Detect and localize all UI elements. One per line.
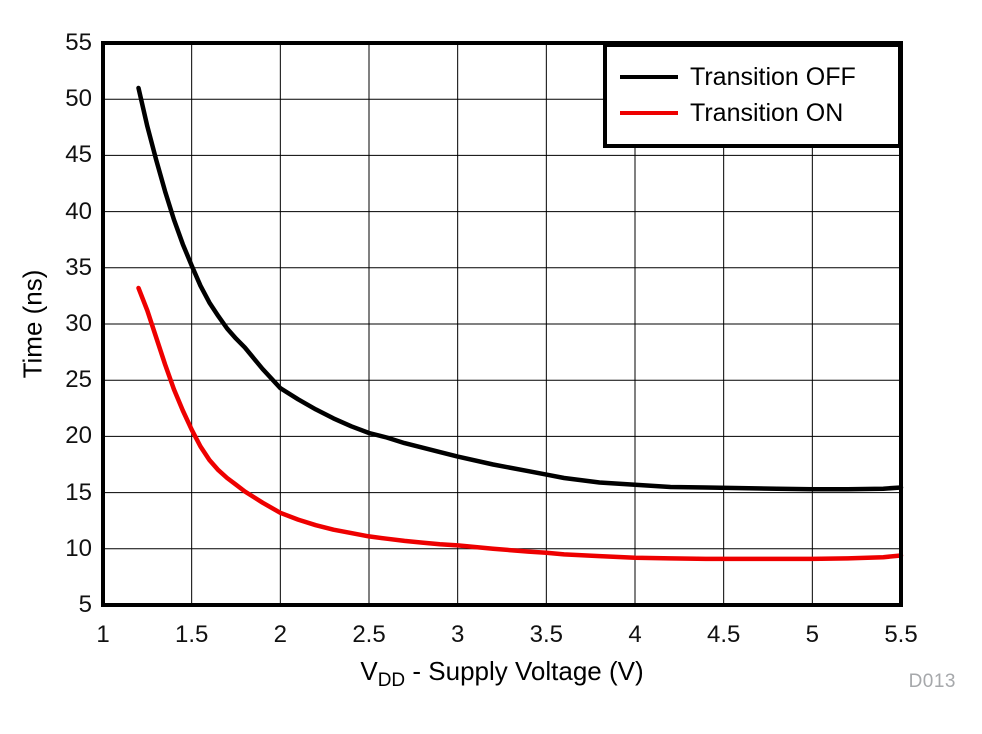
watermark-label: D013 bbox=[908, 671, 956, 692]
y-tick-label: 50 bbox=[65, 85, 92, 113]
legend-line-sample-transition-off bbox=[620, 75, 678, 79]
legend-entry-transition-on: Transition ON bbox=[607, 95, 898, 131]
series-line-transition-off bbox=[136, 85, 904, 492]
legend-entry-transition-off: Transition OFF bbox=[607, 59, 898, 95]
legend: Transition OFF Transition ON bbox=[603, 43, 902, 148]
y-tick-label: 35 bbox=[65, 253, 92, 281]
legend-line-sample-transition-on bbox=[620, 111, 678, 115]
y-tick-label: 5 bbox=[78, 591, 92, 618]
x-tick-label: 1 bbox=[96, 621, 110, 648]
x-tick-label: 2.5 bbox=[352, 621, 386, 648]
x-tick-label: 1.5 bbox=[174, 621, 209, 648]
x-tick-label: 5 bbox=[805, 621, 819, 648]
x-axis-label-main: V bbox=[360, 656, 378, 686]
x-axis-label: VDD - Supply Voltage (V) bbox=[360, 656, 644, 690]
x-tick-label: 3 bbox=[450, 621, 465, 648]
x-tick-label: 4 bbox=[628, 621, 642, 648]
x-axis-label-subscript: DD bbox=[377, 670, 406, 692]
y-tick-label: 20 bbox=[65, 422, 92, 450]
x-tick-label: 5.5 bbox=[884, 621, 918, 648]
y-tick-label: 30 bbox=[65, 310, 92, 337]
y-axis-label: Time (ns) bbox=[17, 269, 48, 379]
series-line-transition-on bbox=[136, 285, 904, 562]
x-tick-label: 2 bbox=[273, 621, 287, 648]
y-tick-label: 15 bbox=[65, 478, 92, 506]
legend-label: Transition OFF bbox=[690, 62, 856, 91]
y-tick-label: 40 bbox=[65, 197, 92, 225]
x-axis-label-rest: - Supply Voltage (V) bbox=[405, 656, 644, 686]
legend-label: Transition ON bbox=[690, 98, 844, 127]
y-tick-label: 25 bbox=[65, 366, 92, 394]
y-tick-label: 55 bbox=[65, 29, 92, 56]
x-tick-label: 4.5 bbox=[706, 621, 741, 648]
plot-border bbox=[101, 41, 903, 607]
x-tick-label: 3.5 bbox=[529, 621, 564, 648]
y-tick-label: 45 bbox=[65, 141, 92, 169]
y-tick-label: 10 bbox=[65, 534, 92, 562]
